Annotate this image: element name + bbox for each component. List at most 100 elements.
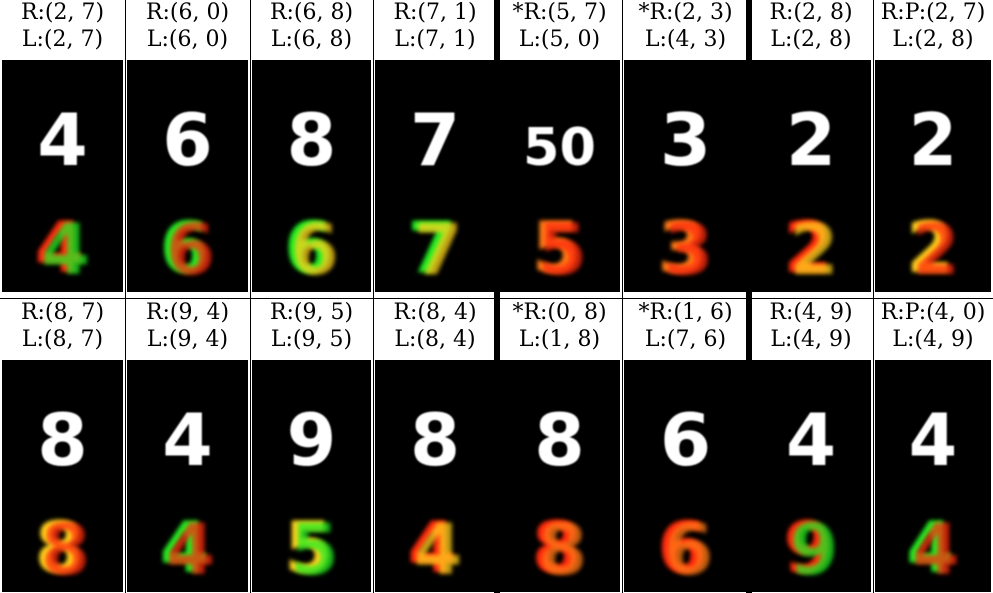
ground-truth-label: L:(8, 4) [394, 327, 476, 352]
reconstruction-digit-b: 8 [538, 509, 587, 591]
reconstruction-digit-b: 8 [41, 509, 90, 591]
ground-truth-label: L:(4, 9) [770, 327, 852, 352]
figure-cell: R:(9, 5) L:(9, 5) 9 5 5 [250, 300, 373, 592]
figure-cell: *R:(0, 8) L:(1, 8) 8 8 8 [497, 300, 622, 592]
ground-truth-label: L:(2, 8) [770, 27, 852, 52]
input-digit: 50 [523, 118, 596, 178]
reconstruction-digit-b: 3 [664, 209, 714, 291]
digit-image-panel: 50 5 5 [499, 60, 620, 292]
input-digit: 8 [37, 399, 88, 483]
ground-truth-label: L:(5, 0) [518, 27, 601, 52]
reconstruction-digit-a: 8 [532, 507, 581, 589]
reconstruction-digit-a: 4 [907, 508, 954, 589]
input-digit: 8 [410, 398, 460, 482]
input-digit: 8 [287, 98, 337, 182]
column-separator [124, 0, 126, 593]
figure-cell: R:(8, 7) L:(8, 7) 8 8 8 [0, 300, 125, 592]
prediction-label: R:(9, 5) [269, 300, 354, 325]
prediction-label: R:(6, 8) [269, 0, 354, 25]
thick-column-separator [746, 0, 752, 593]
figure-cell: R:(9, 4) L:(9, 4) 4 4 4 [125, 300, 250, 592]
input-digit: 4 [909, 398, 957, 482]
reconstruction-digit-a: 6 [160, 207, 209, 289]
reconstruction-digit-a: 4 [160, 507, 209, 589]
figure-cell: *R:(2, 3) L:(4, 3) 3 3 3 [622, 0, 749, 292]
figure-cell: R:(7, 1) L:(7, 1) 7 7 7 [373, 0, 497, 292]
reconstruction-digit-a: 4 [35, 207, 84, 289]
ground-truth-label: L:(9, 4) [146, 327, 229, 352]
figure-cell: R:(6, 0) L:(6, 0) 6 6 6 [125, 0, 250, 292]
input-digit: 7 [410, 98, 460, 182]
figure-cell: R:P:(4, 0) L:(4, 9) 4 4 4 [873, 300, 993, 592]
figure-cell: R:(2, 8) L:(2, 8) 2 2 2 [749, 0, 873, 292]
reconstruction-digit-a: 4 [408, 507, 457, 589]
reconstruction-digit-b: 4 [41, 209, 90, 291]
prediction-label: R:(7, 1) [393, 0, 477, 25]
reconstruction-digit-b: 6 [166, 209, 215, 291]
thick-column-separator [494, 0, 500, 593]
reconstruction-digit-a: 5 [284, 508, 332, 589]
ground-truth-label: L:(2, 8) [892, 27, 974, 52]
reconstruction-digit-b: 7 [414, 209, 463, 291]
ground-truth-label: L:(4, 9) [892, 327, 974, 352]
prediction-label: R:(4, 9) [769, 300, 853, 325]
input-digit: 6 [660, 399, 711, 483]
ground-truth-label: L:(7, 6) [644, 327, 727, 352]
figure-cell: *R:(1, 6) L:(7, 6) 6 6 6 [622, 300, 749, 592]
prediction-label: *R:(2, 3) [638, 0, 733, 25]
ground-truth-label: L:(1, 8) [518, 327, 601, 352]
ground-truth-label: L:(6, 0) [146, 27, 229, 52]
reconstruction-digit-b: 2 [912, 210, 959, 291]
reconstruction-digit-a: 8 [35, 507, 84, 589]
reconstruction-digit-b: 4 [166, 509, 215, 591]
prediction-label: R:(9, 4) [145, 300, 230, 325]
reconstruction-digit-a: 2 [907, 208, 954, 289]
reconstruction-digit-b: 6 [290, 210, 338, 291]
reconstruction-digit-b: 5 [290, 510, 338, 591]
reconstruction-digit-b: 4 [414, 509, 463, 591]
prediction-label: *R:(0, 8) [512, 300, 607, 325]
reconstruction-digit-b: 5 [538, 209, 587, 291]
prediction-label: R:(2, 8) [769, 0, 853, 25]
prediction-label: R:(6, 0) [145, 0, 230, 25]
input-digit: 4 [162, 399, 213, 483]
input-digit: 8 [534, 399, 585, 483]
reconstruction-digit-b: 2 [790, 209, 839, 291]
figure-cell: R:(6, 8) L:(6, 8) 8 6 6 [250, 0, 373, 292]
input-digit: 2 [786, 98, 836, 182]
ground-truth-label: L:(4, 3) [644, 27, 727, 52]
ground-truth-label: L:(2, 7) [21, 27, 104, 52]
row-separator [0, 298, 993, 299]
column-separator [372, 0, 374, 593]
prediction-label: *R:(1, 6) [638, 300, 733, 325]
reconstruction-digit-b: 4 [912, 510, 959, 591]
input-digit: 6 [162, 99, 213, 183]
prediction-label: R:P:(4, 0) [880, 300, 986, 325]
figure-cell: R:P:(2, 7) L:(2, 8) 2 2 2 [873, 0, 993, 292]
figure-cell: R:(4, 9) L:(4, 9) 4 9 9 [749, 300, 873, 592]
input-digit: 3 [660, 99, 711, 183]
input-digit: 2 [909, 98, 957, 182]
reconstruction-digit-a: 7 [408, 207, 457, 289]
input-digit: 4 [37, 99, 88, 183]
reconstruction-digit-b: 9 [790, 509, 839, 591]
column-separator [872, 0, 874, 593]
prediction-label: *R:(5, 7) [512, 0, 607, 25]
figure-cell: R:(2, 7) L:(2, 7) 4 4 4 [0, 0, 125, 292]
ground-truth-label: L:(6, 8) [270, 27, 353, 52]
ground-truth-label: L:(7, 1) [394, 27, 476, 52]
reconstruction-digit-a: 6 [284, 208, 332, 289]
reconstruction-digit-a: 6 [657, 507, 707, 589]
reconstruction-digit-a: 2 [784, 207, 833, 289]
